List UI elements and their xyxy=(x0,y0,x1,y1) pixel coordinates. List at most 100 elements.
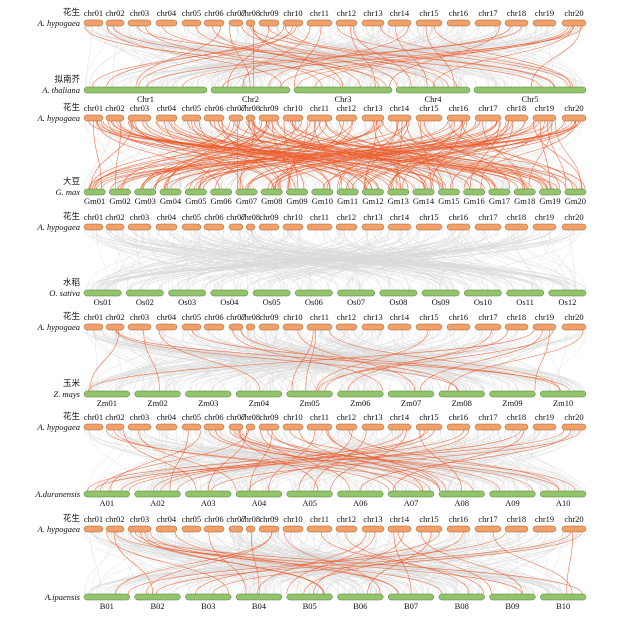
peanut-chromosome xyxy=(306,19,333,27)
synteny-link xyxy=(155,120,251,190)
synteny-link xyxy=(109,429,202,492)
synteny-link xyxy=(188,229,317,291)
peanut-chromosome xyxy=(105,114,125,122)
peanut-chromosome xyxy=(504,423,529,431)
peanut-chromosome-label: chr09 xyxy=(259,103,278,113)
synteny-link xyxy=(318,120,425,190)
peanut-chromosome xyxy=(155,323,178,331)
chromosome-label: Zm10 xyxy=(553,398,573,408)
synteny-link xyxy=(208,531,247,595)
peanut-chromosome xyxy=(335,423,358,431)
synteny-link xyxy=(141,120,321,190)
peanut-chromosome xyxy=(181,525,202,533)
peanut-chromosome-label: chr13 xyxy=(363,514,382,524)
peanut-chromosome xyxy=(127,19,152,27)
peanut-chromosome xyxy=(504,323,529,331)
synteny-link xyxy=(142,120,350,190)
peanut-chromosome-label: chr18 xyxy=(507,103,526,113)
chromosome-label: B05 xyxy=(303,601,317,611)
synteny-link xyxy=(396,120,403,190)
synteny-link xyxy=(91,329,167,392)
peanut-chromosome-label: chr18 xyxy=(507,312,526,322)
synteny-link xyxy=(114,120,122,190)
synteny-link xyxy=(544,329,562,392)
synteny-link xyxy=(89,25,134,88)
chromosome-label: B07 xyxy=(404,601,418,611)
synteny-link xyxy=(164,329,232,392)
synteny-link xyxy=(392,429,545,492)
peanut-species-name: A. hypogaea xyxy=(37,422,81,432)
synteny-link xyxy=(191,329,526,392)
synteny-link xyxy=(533,120,583,190)
chromosome xyxy=(489,593,536,601)
synteny-link xyxy=(199,120,375,190)
chromosome-label: Gm13 xyxy=(388,196,409,206)
synteny-link xyxy=(283,120,299,190)
chromosome xyxy=(387,593,435,601)
synteny-link xyxy=(514,429,570,492)
peanut-species-name: A. hypogaea xyxy=(37,18,81,28)
synteny-link xyxy=(432,25,574,88)
synteny-link xyxy=(113,25,387,88)
synteny-link xyxy=(142,531,392,595)
chromosome xyxy=(126,289,164,297)
chromosome xyxy=(134,390,181,398)
chromosome-label: Os04 xyxy=(220,297,239,307)
synteny-link xyxy=(248,429,469,492)
synteny-link xyxy=(342,329,471,392)
peanut-chromosome-label: chr04 xyxy=(157,412,177,422)
chromosome xyxy=(134,188,157,196)
peanut-chromosome-label: chr09 xyxy=(259,514,278,524)
synteny-link xyxy=(114,531,523,595)
peanut-chromosome xyxy=(561,323,587,331)
synteny-link xyxy=(129,25,148,88)
chromosome xyxy=(168,289,206,297)
peanut-chromosome xyxy=(105,525,125,533)
synteny-link xyxy=(531,25,581,88)
synteny-link xyxy=(447,329,584,392)
chromosome-label: A07 xyxy=(404,498,419,508)
chromosome-label: B04 xyxy=(252,601,267,611)
synteny-link xyxy=(113,25,200,88)
synteny-link xyxy=(160,429,426,492)
synteny-link xyxy=(363,329,422,392)
peanut-chromosome xyxy=(361,525,385,533)
peanut-chromosome-label: chr14 xyxy=(390,412,410,422)
synteny-link xyxy=(212,531,582,595)
synteny-link xyxy=(129,531,443,595)
synteny-link xyxy=(317,329,554,392)
peanut-chromosome xyxy=(127,423,152,431)
chromosome xyxy=(286,390,333,398)
peanut-chromosome-label: chr11 xyxy=(310,212,329,222)
synteny-link xyxy=(143,329,160,392)
synteny-link xyxy=(459,229,496,291)
synteny-link xyxy=(492,531,573,595)
chromosome xyxy=(540,593,587,601)
peanut-chromosome-label: chr17 xyxy=(478,8,497,18)
synteny-link xyxy=(100,329,467,392)
synteny-link xyxy=(118,120,498,190)
species-common-name: 大豆 xyxy=(63,176,80,186)
peanut-chromosome xyxy=(245,223,256,231)
peanut-chromosome-label: chr07 xyxy=(226,212,245,222)
synteny-link xyxy=(420,531,523,595)
chromosome xyxy=(379,289,418,297)
peanut-chromosome xyxy=(361,19,385,27)
synteny-link xyxy=(94,120,408,190)
synteny-link xyxy=(218,120,372,190)
synteny-link xyxy=(239,429,533,492)
background-links xyxy=(84,329,587,392)
peanut-chromosome-label: chr04 xyxy=(157,514,177,524)
synteny-link xyxy=(163,329,371,392)
peanut-chromosome xyxy=(387,19,412,27)
synteny-link xyxy=(89,25,138,88)
peanut-chromosome-label: chr03 xyxy=(130,514,149,524)
peanut-chromosome-label: chr13 xyxy=(363,103,382,113)
synteny-link xyxy=(448,329,496,392)
synteny-link xyxy=(223,25,384,88)
peanut-chromosome-label: chr12 xyxy=(337,312,356,322)
peanut-species-name: A. hypogaea xyxy=(37,524,81,534)
synteny-link xyxy=(272,120,291,190)
peanut-chromosome xyxy=(245,423,256,431)
peanut-chromosome-label: chr15 xyxy=(419,312,438,322)
